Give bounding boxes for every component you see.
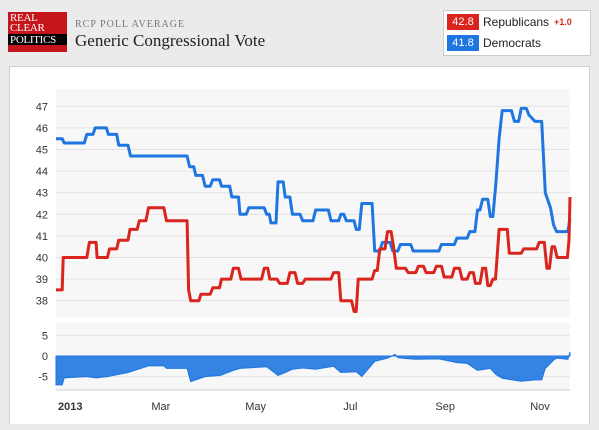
legend-value-republicans: 42.8 xyxy=(447,14,479,30)
x-tick-label: Sep xyxy=(435,401,455,413)
main-y-tick-label: 40 xyxy=(36,253,48,265)
x-tick-label: 2013 xyxy=(58,401,82,413)
main-y-axis: 38 39 40 41 42 43 44 45 46 47 xyxy=(36,101,48,307)
main-y-tick-label: 38 xyxy=(36,296,48,308)
logo-line-2: CLEAR xyxy=(10,22,45,34)
logo-line-3: POLITICS xyxy=(8,34,67,46)
legend-item-republicans[interactable]: 42.8 Republicans +1.0 xyxy=(447,14,572,30)
main-y-tick-label: 46 xyxy=(36,123,48,135)
legend-item-democrats[interactable]: 41.8 Democrats xyxy=(447,35,541,51)
legend-label-republicans: Republicans xyxy=(483,15,550,29)
diff-y-tick-label: 5 xyxy=(42,330,48,342)
main-y-tick-label: 41 xyxy=(36,231,48,243)
main-y-tick-label: 42 xyxy=(36,209,48,221)
chart-kicker: RCP POLL AVERAGE xyxy=(75,19,186,30)
series-line-democrats[interactable] xyxy=(56,106,572,253)
diff-area-group xyxy=(55,351,571,386)
chart-title: Generic Congressional Vote xyxy=(75,31,266,50)
main-y-tick-label: 45 xyxy=(36,144,48,156)
main-gridlines xyxy=(56,105,570,302)
main-y-tick-label: 39 xyxy=(36,274,48,286)
diff-area xyxy=(55,351,571,386)
x-tick-label: Nov xyxy=(530,401,550,413)
rcp-logo[interactable]: REAL CLEAR POLITICS xyxy=(8,12,67,52)
x-axis: 2013 Mar May Jul Sep Nov xyxy=(58,401,550,413)
x-tick-label: Mar xyxy=(151,401,170,413)
series-lines xyxy=(56,106,572,313)
x-tick-label: May xyxy=(245,401,266,413)
chart-panel: 38 39 40 41 42 43 44 45 46 47 5 0 -5 2013 Mar May Jul S… xyxy=(9,66,590,424)
x-tick-label: Jul xyxy=(343,401,357,413)
logo-line-1: REAL xyxy=(10,12,38,24)
main-y-tick-label: 44 xyxy=(36,166,48,178)
legend: 42.8 Republicans +1.0 41.8 Democrats xyxy=(443,10,591,56)
chart-svg: 38 39 40 41 42 43 44 45 46 47 5 0 -5 2013 Mar May Jul S… xyxy=(36,89,572,413)
legend-value-democrats: 41.8 xyxy=(447,35,479,51)
main-y-tick-label: 47 xyxy=(36,101,48,113)
legend-label-democrats: Democrats xyxy=(483,36,542,50)
diff-y-axis: 5 0 -5 xyxy=(38,330,48,383)
header: REAL CLEAR POLITICS RCP POLL AVERAGE Gen… xyxy=(0,0,599,62)
main-y-tick-label: 43 xyxy=(36,188,48,200)
diff-y-tick-label: -5 xyxy=(38,372,48,384)
legend-change-republicans: +1.0 xyxy=(554,17,572,27)
diff-y-tick-label: 0 xyxy=(42,351,48,363)
series-line-republicans[interactable] xyxy=(56,196,572,313)
